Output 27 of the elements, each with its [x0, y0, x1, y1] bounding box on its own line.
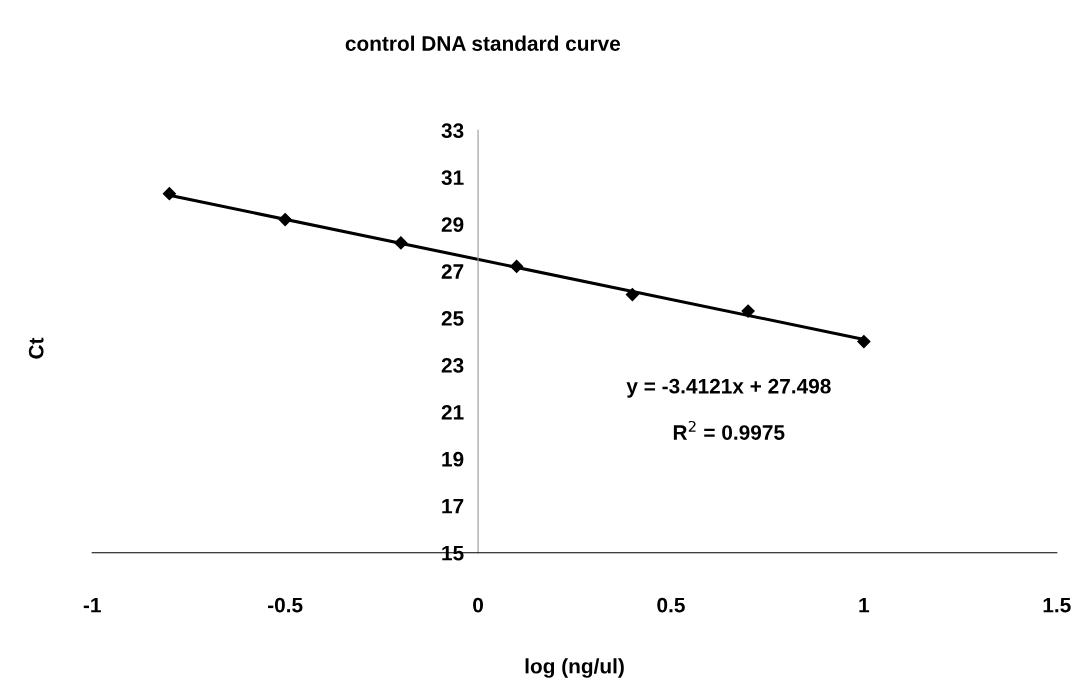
y-tick-label: 25 — [441, 311, 464, 326]
x-tick-label: -0.5 — [268, 597, 303, 613]
point — [162, 187, 176, 201]
annotation: R$^{2}$ = 0.9975 — [673, 420, 785, 440]
point — [394, 236, 408, 250]
annotation: y = -3.4121x + 27.498 — [626, 378, 831, 398]
point — [510, 259, 524, 274]
x-tick-label: 1.5 — [1043, 597, 1071, 613]
y-tick-label: 31 — [441, 170, 464, 186]
y-tick-label: 27 — [441, 264, 464, 279]
point — [625, 288, 639, 302]
y-tick-label: 17 — [442, 499, 464, 514]
y-tick-label: 19 — [442, 451, 464, 467]
x-tick-label: 0 — [473, 597, 483, 613]
y-tick-label: 29 — [441, 217, 464, 232]
x-tick-label: 0.5 — [657, 597, 685, 613]
y-axis-title: Ct — [28, 337, 44, 359]
x-tick-label: 1 — [859, 597, 870, 613]
y-tick-label: 21 — [441, 404, 464, 420]
x-axis-title: log (ng/ul) — [525, 658, 624, 678]
x-tick-label: -1 — [83, 597, 101, 613]
y-tick-label: 33 — [441, 123, 464, 139]
point — [278, 212, 292, 227]
point — [741, 304, 755, 318]
y-tick-label: 23 — [441, 358, 464, 373]
chart-title: control DNA standard curve — [345, 35, 621, 51]
point — [857, 334, 871, 349]
